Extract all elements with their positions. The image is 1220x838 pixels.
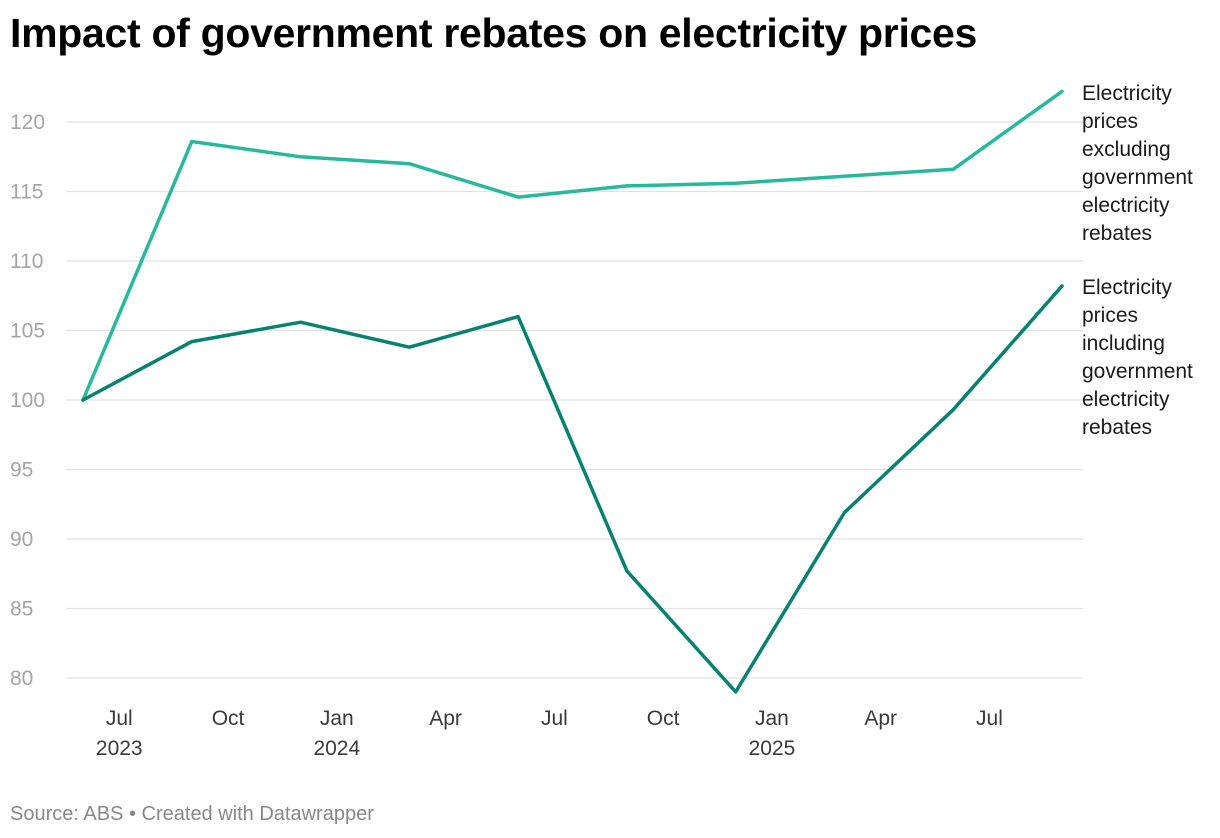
x-tick-label-2024-01: Jan xyxy=(320,707,354,730)
x-tick-label-2024-10: Oct xyxy=(647,707,680,730)
x-tick-year-2024: 2024 xyxy=(313,737,360,760)
x-tick-year-2023: 2023 xyxy=(96,737,143,760)
gridlines xyxy=(66,121,1083,679)
source-text: Source: ABS xyxy=(10,803,124,825)
series-line-excluding-rebates xyxy=(81,89,1064,402)
chart-title: Impact of government rebates on electric… xyxy=(10,10,978,56)
y-tick-label-85: 85 xyxy=(10,598,33,621)
x-tick-label-2023-07: Jul xyxy=(106,707,133,730)
y-tick-label-105: 105 xyxy=(10,320,45,343)
x-tick-label-2025-04: Apr xyxy=(864,707,897,730)
y-tick-label-95: 95 xyxy=(10,459,33,482)
y-tick-label-110: 110 xyxy=(10,250,43,273)
y-tick-label-120: 120 xyxy=(10,111,45,134)
x-tick-year-2025: 2025 xyxy=(749,737,796,760)
y-tick-label-115: 115 xyxy=(10,181,43,204)
y-tick-label-100: 100 xyxy=(10,389,45,412)
y-tick-label-90: 90 xyxy=(10,528,33,551)
series-labels: Electricity prices excluding government elec… xyxy=(1082,82,1193,439)
x-tick-label-2024-04: Apr xyxy=(429,707,462,730)
x-tick-label-2024-07: Jul xyxy=(541,707,568,730)
footer-separator: • xyxy=(123,803,142,825)
y-axis-ticks: 80 85 90 95 100 105 110 115 120 xyxy=(10,111,45,690)
x-tick-label-2025-07: Jul xyxy=(976,707,1003,730)
series-line-including-rebates xyxy=(81,284,1064,694)
series-label-including-rebates: Electricity prices including government elec… xyxy=(1082,276,1193,439)
source-footer: Source: ABS • Created with Datawrapper xyxy=(10,803,374,826)
credit-text: Created with Datawrapper xyxy=(141,803,374,825)
series-label-excluding-rebates: Electricity prices excluding government elec… xyxy=(1082,82,1193,245)
y-tick-label-80: 80 xyxy=(10,667,33,690)
x-axis-ticks: Jul 2023 Oct Jan 2024 Apr Jul Oct Jan 2025 Apr Jul xyxy=(96,707,1003,760)
x-tick-label-2023-10: Oct xyxy=(212,707,245,730)
x-tick-label-2025-01: Jan xyxy=(755,707,789,730)
series-lines xyxy=(81,89,1064,694)
